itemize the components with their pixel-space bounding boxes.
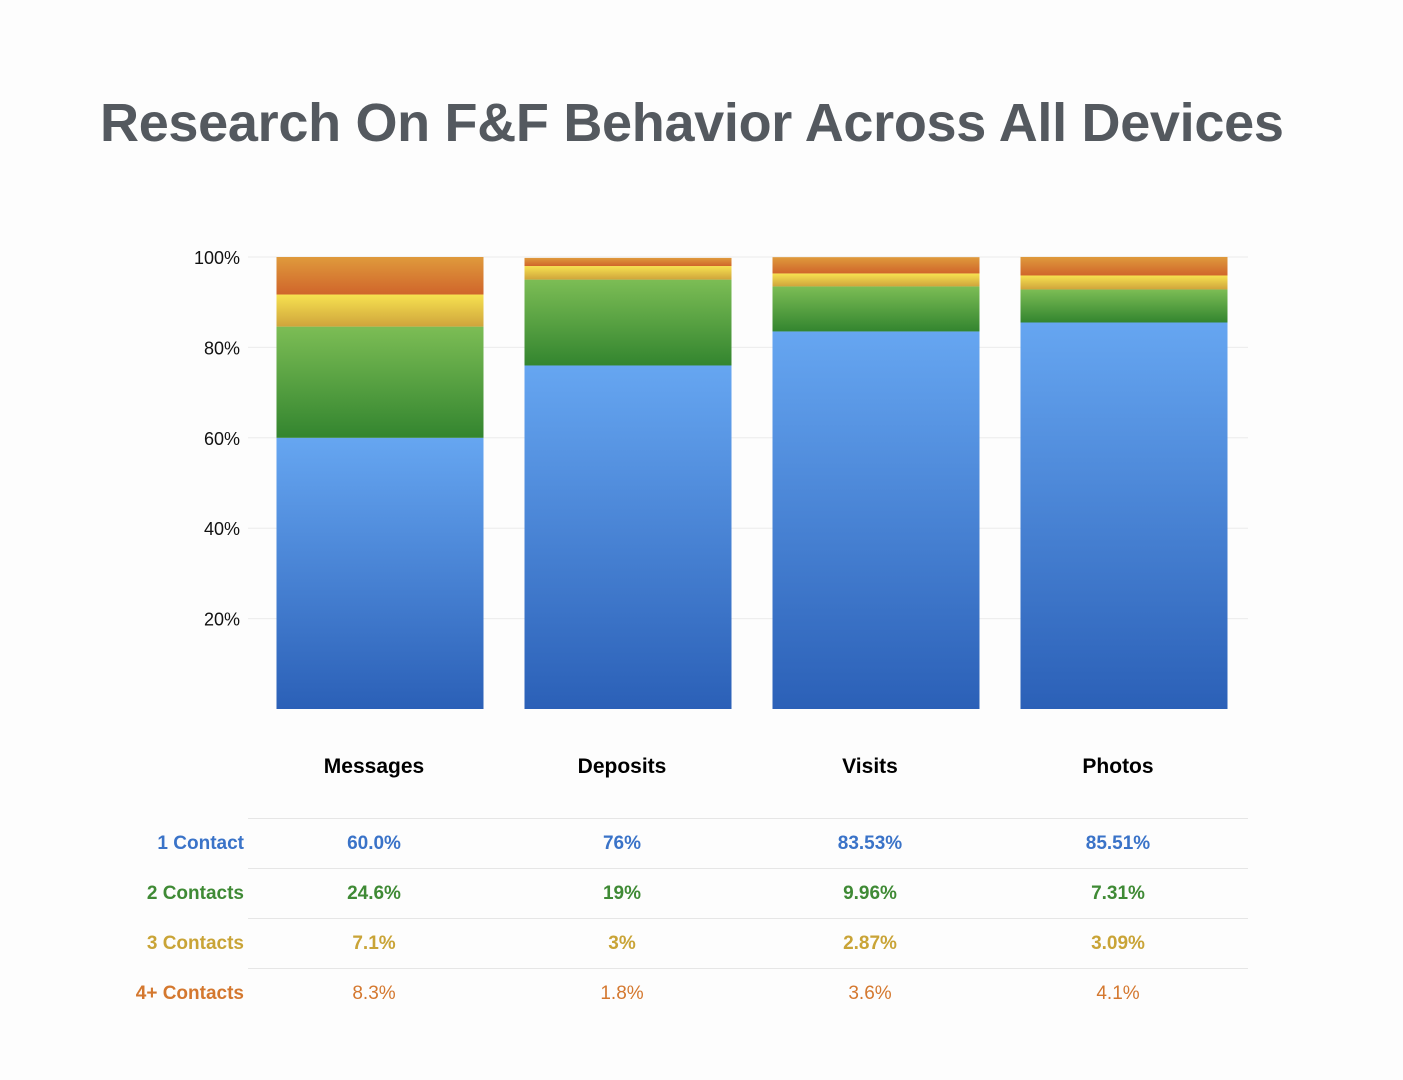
data-label-photos-2-contacts: 7.31%: [1091, 883, 1145, 904]
bars: [276, 256, 1228, 709]
data-label-messages-3-contacts: 7.1%: [352, 933, 396, 954]
y-tick-label: 40%: [204, 519, 240, 539]
bar-visits-3-contacts: [772, 273, 980, 287]
table-divider: [248, 818, 1248, 819]
table-divider: [248, 868, 1248, 869]
stacked-bar-chart: 20% 40% 60% 80% 100% Messages Deposits Visits P…: [194, 248, 1248, 778]
y-tick-label: 60%: [204, 429, 240, 449]
bar-messages-4-contacts: [276, 257, 484, 295]
data-label-messages-1-contact: 60.0%: [347, 833, 401, 854]
data-label-photos-4-contacts: 4.1%: [1096, 983, 1140, 1004]
data-label-photos-1-contact: 85.51%: [1085, 833, 1151, 854]
series-label-4-contacts: 4+ Contacts: [135, 983, 244, 1004]
y-tick-label: 20%: [204, 610, 240, 630]
bar-deposits-3-contacts: [524, 266, 732, 280]
bar-visits-4-contacts: [772, 257, 980, 274]
table-row-3-contacts: 3 Contacts 7.1% 3% 2.87% 3.09%: [0, 918, 1403, 968]
category-label-visits: Visits: [842, 755, 898, 778]
data-label-deposits-1-contact: 76%: [602, 833, 642, 854]
data-label-visits-1-contact: 83.53%: [837, 833, 903, 854]
bar-photos-3-contacts: [1020, 275, 1228, 290]
series-label-3-contacts: 3 Contacts: [146, 933, 244, 954]
bar-messages-1-contact: [276, 437, 484, 709]
y-tick-label: 80%: [204, 338, 240, 358]
data-label-messages-4-contacts: 8.3%: [352, 983, 396, 1004]
bar-deposits-1-contact: [524, 365, 732, 709]
series-label-2-contacts: 2 Contacts: [146, 883, 244, 904]
bar-photos-1-contact: [1020, 322, 1228, 709]
data-label-visits-2-contacts: 9.96%: [843, 883, 897, 904]
bar-visits-2-contacts: [772, 286, 980, 332]
bar-visits-1-contact: [772, 331, 980, 709]
category-label-deposits: Deposits: [578, 755, 667, 778]
table-divider: [248, 918, 1248, 919]
category-label-messages: Messages: [324, 755, 424, 778]
x-axis: Messages Deposits Visits Photos: [324, 755, 1154, 778]
table-divider: [248, 968, 1248, 969]
data-label-visits-4-contacts: 3.6%: [848, 983, 892, 1004]
data-label-deposits-2-contacts: 19%: [602, 883, 642, 904]
series-label-1-contact: 1 Contact: [157, 833, 244, 854]
bar-photos-2-contacts: [1020, 289, 1228, 323]
category-label-photos: Photos: [1082, 755, 1153, 778]
bar-deposits-4-contacts: [524, 257, 732, 267]
table-row-1-contact: 1 Contact 60.0% 76% 83.53% 85.51%: [0, 818, 1403, 868]
data-label-photos-3-contacts: 3.09%: [1091, 933, 1145, 954]
data-label-visits-3-contacts: 2.87%: [843, 933, 897, 954]
data-label-deposits-4-contacts: 1.8%: [600, 983, 644, 1004]
y-axis: 20% 40% 60% 80% 100%: [194, 248, 240, 630]
data-label-messages-2-contacts: 24.6%: [347, 883, 401, 904]
bar-messages-3-contacts: [276, 294, 484, 327]
table-row-4-contacts: 4+ Contacts 8.3% 1.8% 3.6% 4.1%: [0, 968, 1403, 1018]
bar-deposits-2-contacts: [524, 279, 732, 366]
table-row-2-contacts: 2 Contacts 24.6% 19% 9.96% 7.31%: [0, 868, 1403, 918]
chart-title: Research On F&F Behavior Across All Devi…: [100, 93, 1284, 153]
bar-messages-2-contacts: [276, 326, 484, 438]
bar-photos-4-contacts: [1020, 256, 1228, 276]
data-label-deposits-3-contacts: 3%: [608, 933, 636, 954]
y-tick-label: 100%: [194, 248, 240, 268]
